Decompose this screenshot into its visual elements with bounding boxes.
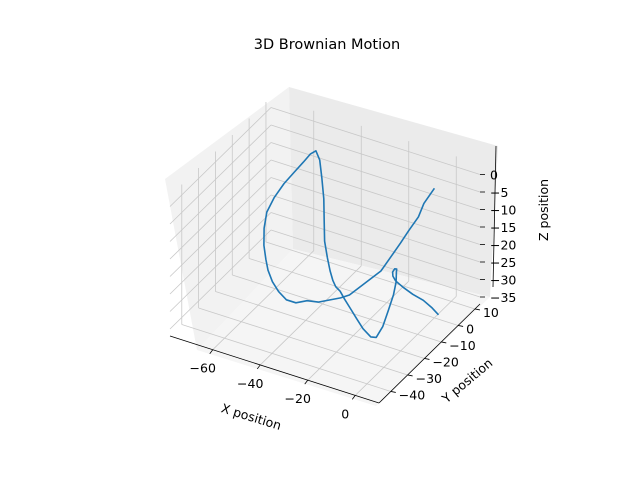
y-gridline-floor — [265, 241, 476, 310]
x-gridline-floor — [259, 265, 362, 366]
x-tick-label: 0 — [341, 406, 349, 421]
z-gridline-back — [270, 159, 481, 228]
x-tick-mark — [209, 349, 214, 354]
y-tick-mark — [390, 391, 396, 393]
y-gridline-floor — [181, 324, 391, 392]
x-tick-label: −40 — [237, 376, 263, 391]
x-tick-label: −20 — [285, 391, 311, 406]
z-gridline-left — [169, 124, 272, 225]
right-pane — [289, 87, 498, 297]
y-axis-line — [378, 303, 481, 404]
y-tick-label: −10 — [449, 338, 475, 353]
x-tick-mark — [256, 364, 261, 370]
x-gridline-floor — [354, 296, 457, 396]
z-tick-label: −20 — [490, 238, 516, 253]
axis-lines — [169, 145, 497, 404]
y-gridline-floor — [232, 274, 442, 343]
tick-marks: −60−40−200−40−30−20−100100−5−10−15−20−25… — [190, 168, 517, 422]
y-tick-label: −30 — [416, 371, 442, 386]
z-tick-label: −30 — [490, 273, 516, 288]
y-tick-label: 0 — [466, 321, 474, 336]
gridlines — [169, 101, 481, 396]
z-gridline-back — [270, 177, 481, 245]
z-tick-label: −10 — [490, 203, 516, 218]
z-tick-label: −5 — [490, 185, 508, 200]
y-tick-mark — [407, 374, 413, 377]
y-tick-mark — [458, 325, 464, 327]
x-tick-mark — [304, 379, 309, 385]
z-gridline-back — [270, 107, 481, 175]
chart-title: 3D Brownian Motion — [254, 37, 400, 53]
z-axis-line — [492, 145, 497, 288]
series-group — [263, 150, 440, 339]
y-tick-mark — [441, 341, 447, 344]
y-gridline-floor — [198, 307, 408, 376]
floor-pane — [197, 249, 490, 406]
z-tick-label: −25 — [490, 255, 516, 270]
y-tick-label: −20 — [432, 354, 458, 369]
z-gridline-back — [270, 212, 481, 280]
y-tick-label: −40 — [399, 387, 425, 402]
z-gridline-back — [270, 229, 481, 298]
z-gridline-back — [270, 124, 481, 193]
z-tick-label: −35 — [490, 290, 516, 305]
y-tick-mark — [474, 308, 481, 311]
z-gridline-left — [169, 159, 272, 260]
x-axis-line — [169, 335, 380, 404]
z-tick-label: 0 — [490, 168, 498, 183]
z-tick-label: −15 — [490, 220, 516, 235]
y-tick-mark — [424, 358, 430, 360]
z-gridline-left — [169, 142, 272, 242]
x-gridline-floor — [212, 250, 315, 350]
z-gridline-left — [169, 177, 272, 277]
y-gridline-floor — [215, 291, 425, 359]
x-axis-label: X position — [219, 400, 283, 432]
z-gridline-left — [169, 107, 272, 207]
z-gridline-back — [270, 194, 481, 263]
x-tick-mark — [351, 395, 356, 400]
x-tick-label: −60 — [190, 361, 216, 376]
z-gridline-left — [169, 194, 272, 295]
brownian-path-series — [263, 150, 440, 339]
z-axis-label: Z position — [536, 179, 551, 241]
z-gridline-left — [169, 229, 272, 330]
z-gridline-left — [169, 212, 272, 312]
z-gridline-back — [270, 142, 481, 210]
y-tick-label: 10 — [483, 305, 499, 320]
